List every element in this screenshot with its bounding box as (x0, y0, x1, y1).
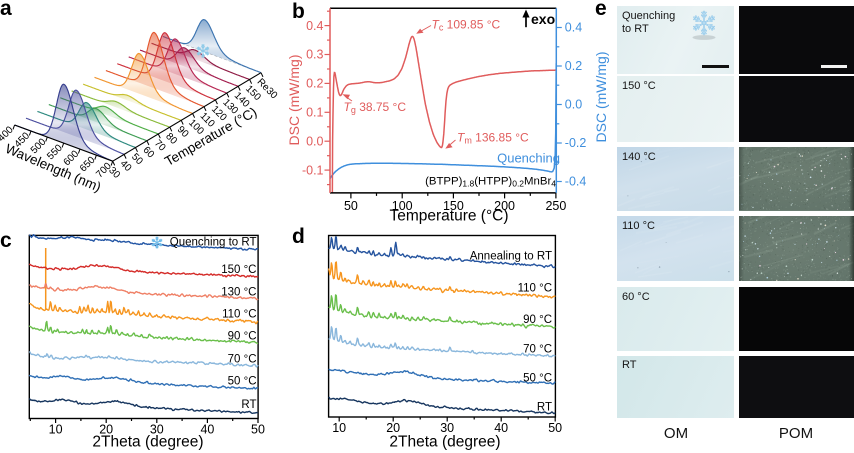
svg-text:Temperature (°C): Temperature (°C) (389, 208, 508, 225)
svg-text:70 °C: 70 °C (523, 344, 552, 356)
svg-text:90 °C: 90 °C (523, 314, 552, 326)
svg-text:0.1: 0.1 (306, 106, 323, 120)
svg-text:0.3: 0.3 (306, 48, 323, 62)
svg-text:50 °C: 50 °C (228, 376, 257, 388)
svg-text:250: 250 (545, 199, 566, 213)
svg-text:110 °C: 110 °C (518, 283, 552, 295)
svg-text:100: 100 (392, 199, 413, 213)
svg-text:20: 20 (386, 421, 400, 435)
svg-text:2Theta (degree): 2Theta (degree) (389, 434, 500, 451)
svg-text:RT: RT (537, 402, 552, 414)
svg-text:20: 20 (99, 423, 113, 437)
svg-text:0.4: 0.4 (565, 21, 582, 35)
svg-text:50 °C: 50 °C (523, 373, 552, 385)
svg-text:50: 50 (251, 423, 265, 437)
svg-text:0.4: 0.4 (306, 19, 323, 33)
svg-text:90 °C: 90 °C (228, 331, 257, 343)
svg-text:Quenching to RT: Quenching to RT (170, 236, 257, 248)
svg-text:40: 40 (200, 423, 214, 437)
svg-text:50: 50 (548, 421, 562, 435)
svg-text:Quenching: Quenching (497, 151, 560, 166)
svg-text:200: 200 (494, 199, 515, 213)
svg-text:110 °C: 110 °C (222, 309, 256, 321)
svg-text:exo: exo (531, 11, 555, 27)
svg-text:RT: RT (241, 399, 256, 411)
svg-text:Tg 38.75 °C: Tg 38.75 °C (344, 100, 407, 115)
svg-text:-0.2: -0.2 (565, 136, 587, 150)
svg-text:0.0: 0.0 (565, 98, 582, 112)
svg-text:Tm 136.85 °C: Tm 136.85 °C (457, 131, 529, 146)
svg-text:30: 30 (150, 423, 164, 437)
svg-text:DSC (mW/mg): DSC (mW/mg) (593, 52, 609, 143)
svg-text:0.2: 0.2 (565, 59, 582, 73)
svg-text:DSC (mW/mg): DSC (mW/mg) (286, 55, 302, 146)
svg-text:130 °C: 130 °C (221, 286, 256, 298)
svg-text:10: 10 (332, 421, 346, 435)
svg-text:2Theta (degree): 2Theta (degree) (92, 434, 203, 451)
svg-text:10: 10 (49, 423, 63, 437)
svg-text:Annealing to RT: Annealing to RT (470, 251, 552, 263)
svg-text:-0.1: -0.1 (302, 163, 324, 177)
svg-text:Tc 109.85 °C: Tc 109.85 °C (432, 18, 501, 33)
svg-text:150: 150 (443, 199, 464, 213)
svg-text:(BTPP)1.8(HTPP)0.2MnBr4: (BTPP)1.8(HTPP)0.2MnBr4 (425, 176, 556, 189)
svg-text:50: 50 (344, 199, 358, 213)
svg-text:0.2: 0.2 (306, 77, 323, 91)
svg-text:-0.4: -0.4 (565, 175, 587, 189)
svg-text:30: 30 (440, 421, 454, 435)
svg-text:0.0: 0.0 (306, 134, 323, 148)
svg-text:150 °C: 150 °C (221, 264, 256, 276)
svg-text:70 °C: 70 °C (228, 353, 257, 365)
svg-text:40: 40 (494, 421, 508, 435)
